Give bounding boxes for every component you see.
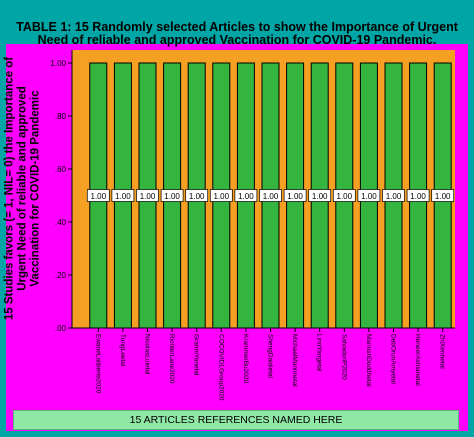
- data-label: 1.00: [140, 192, 156, 201]
- data-label: 1.00: [189, 192, 205, 201]
- data-label: 1.00: [435, 192, 451, 201]
- chart-title-line-1: TABLE 1: 15 Randomly selected Articles t…: [16, 20, 458, 34]
- data-label-box: [382, 189, 405, 202]
- data-label-box: [86, 189, 110, 202]
- data-label-box: [209, 189, 233, 202]
- x-tick-label: MichaelMannnetal: [291, 334, 298, 387]
- data-label: 1.00: [91, 192, 107, 201]
- x-tick-label: RichterLane2020: [168, 334, 175, 384]
- data-label: 1.00: [214, 192, 230, 201]
- data-label: 1.00: [263, 192, 279, 201]
- data-label: 1.00: [115, 192, 131, 201]
- x-tick-label: TungLeetal: [119, 334, 126, 367]
- data-label-box: [308, 189, 332, 202]
- data-label-box: [406, 189, 430, 202]
- x-tick-label: EwaneLaliberte2020: [94, 334, 101, 394]
- data-label-box: [283, 189, 307, 202]
- x-tick-label: MarinshDoddhetal: [365, 334, 372, 387]
- data-label-box: [136, 189, 159, 202]
- x-tick-label: COCOVIDLGroup2020: [217, 334, 224, 401]
- data-label-box: [332, 189, 356, 202]
- x-tick-label: DebOrunAmyetal: [390, 334, 397, 384]
- y-tick-label: 1.00: [50, 59, 66, 68]
- y-tick-label: .80: [55, 112, 67, 121]
- data-label-box: [234, 189, 258, 202]
- x-tick-label: KrammerBu2020: [242, 334, 249, 384]
- x-tick-label: HeneerAshianetal: [414, 334, 421, 386]
- chart-title-line-2: Need of reliable and approved Vaccinatio…: [37, 33, 437, 47]
- data-label-box: [111, 189, 135, 202]
- y-tick-label: .60: [55, 165, 67, 174]
- y-tick-label: .40: [55, 218, 67, 227]
- x-tick-label: GrahmYanetal: [193, 334, 200, 376]
- x-tick-label: ShengDaidietal: [267, 334, 274, 379]
- data-label: 1.00: [312, 192, 328, 201]
- data-label: 1.00: [361, 192, 377, 201]
- x-tick-label: ZhiXenhetal: [439, 334, 446, 369]
- x-tick-label: SalvadoriP2020: [340, 334, 347, 380]
- data-label: 1.00: [386, 192, 402, 201]
- x-axis-label: 15 ARTICLES REFERENCES NAMED HERE: [13, 410, 459, 430]
- data-label: 1.00: [164, 192, 180, 201]
- data-label-box: [259, 189, 282, 202]
- data-label: 1.00: [238, 192, 254, 201]
- y-tick-label: .00: [55, 324, 67, 333]
- data-label-box: [160, 189, 184, 202]
- y-tick-label: .20: [55, 271, 67, 280]
- data-label: 1.00: [287, 192, 303, 201]
- data-label-box: [431, 189, 455, 202]
- data-label: 1.00: [337, 192, 353, 201]
- x-tick-label: NicolasLuietal: [144, 334, 151, 375]
- y-axis-label: 15 Studies favors (= 1, NIL= 0) the Impo…: [3, 56, 42, 321]
- data-label-box: [185, 189, 209, 202]
- data-label: 1.00: [410, 192, 426, 201]
- x-tick-label: LinnYangetal: [316, 334, 323, 372]
- data-label-box: [357, 189, 381, 202]
